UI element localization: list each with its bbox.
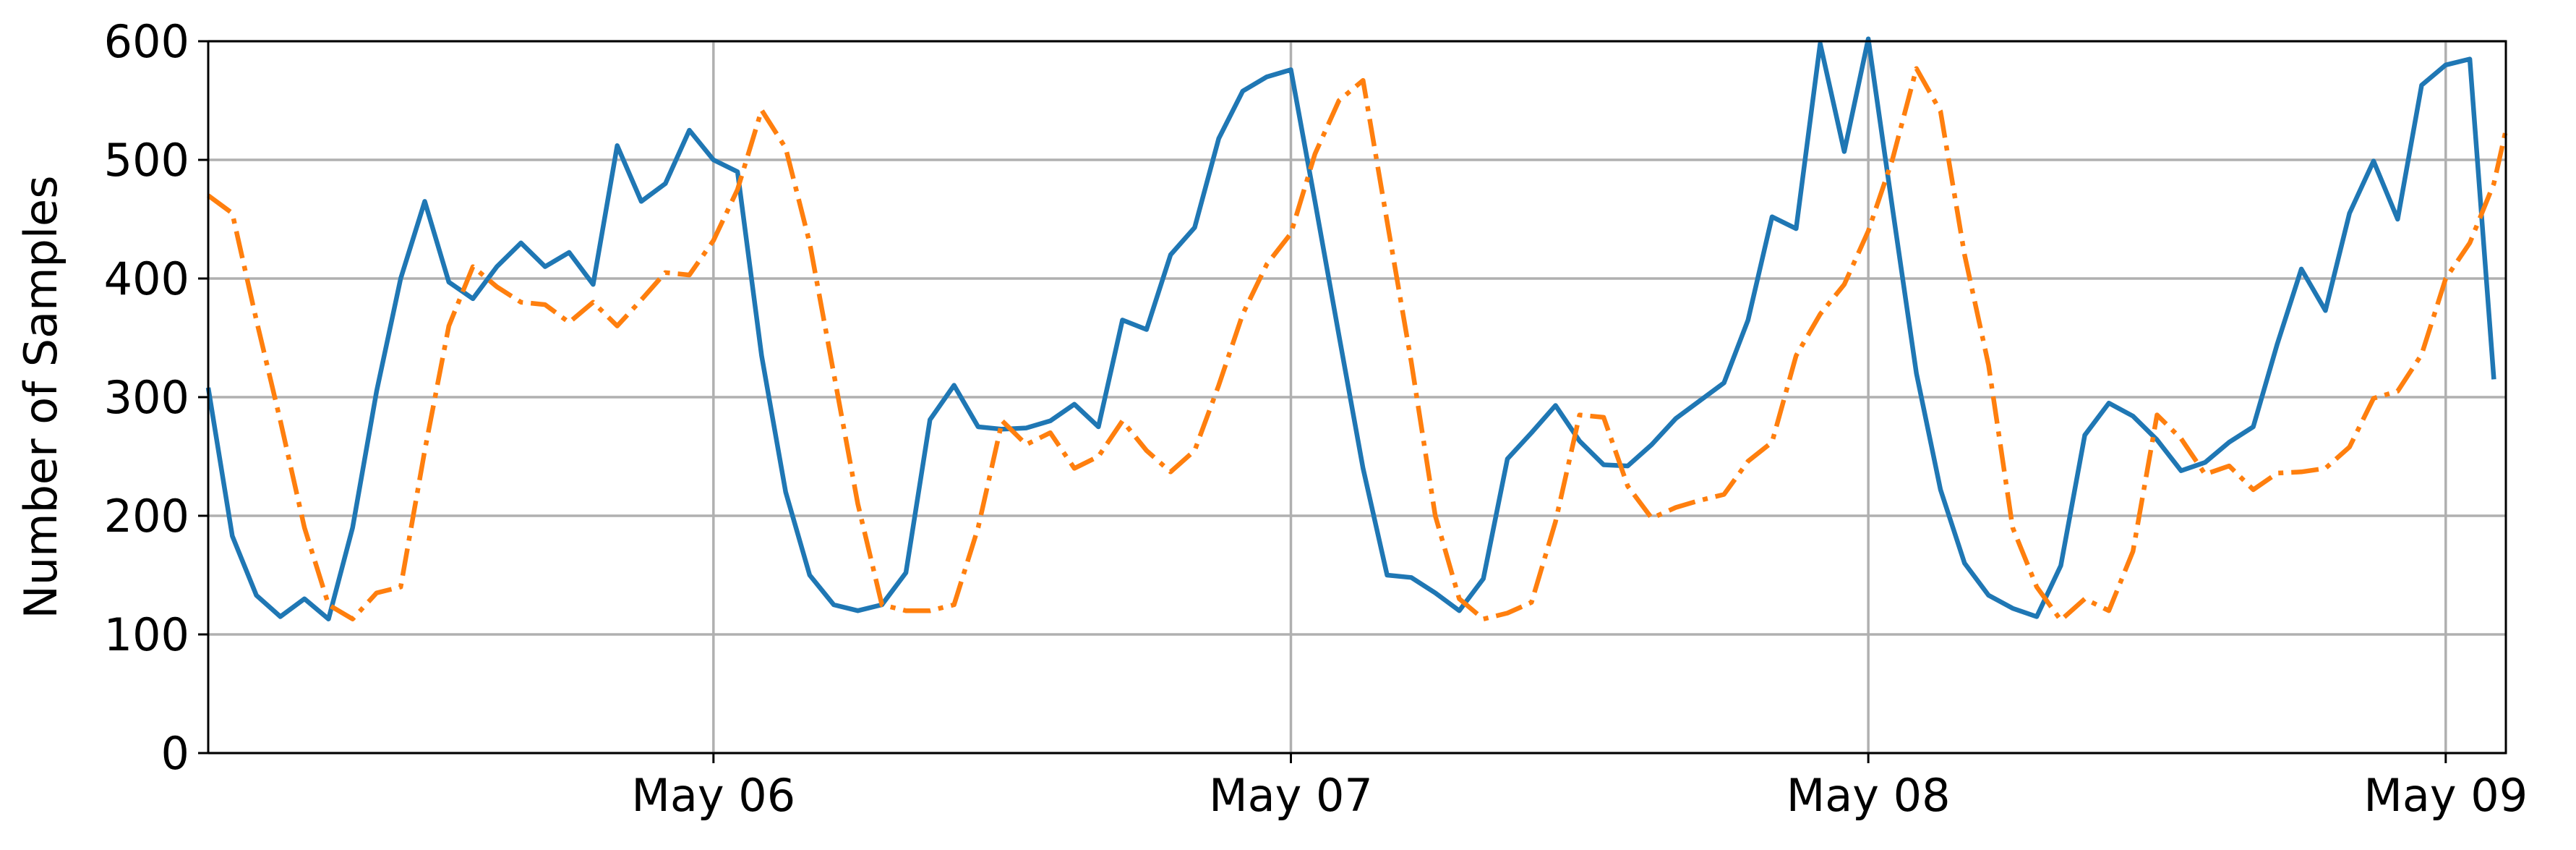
series-lines (205, 36, 2509, 623)
plot-frame (207, 40, 2507, 755)
x-tick-label: May 06 (631, 769, 795, 822)
y-tick-label: 0 (161, 727, 189, 780)
y-tick-label: 100 (104, 608, 189, 661)
y-tick-label: 500 (104, 134, 189, 187)
y-tick-label: 200 (104, 490, 189, 543)
x-tick-label: May 08 (1786, 769, 1951, 822)
series-line-2 (207, 66, 2509, 623)
y-tick-label: 600 (104, 15, 189, 68)
x-tick-labels: May 06 May 07 May 08 May 09 (631, 769, 2528, 822)
gridlines (208, 40, 2506, 755)
x-tick-label: May 09 (2363, 769, 2528, 822)
y-tick-label: 300 (104, 371, 189, 424)
y-tick-label: 400 (104, 252, 189, 305)
x-tick-label: May 07 (1209, 769, 1373, 822)
series-line-1 (205, 36, 2496, 621)
y-tick-labels: 0 100 200 300 400 500 600 (104, 15, 189, 780)
y-axis-label: Number of Samples (14, 175, 67, 619)
axes (198, 40, 2507, 763)
